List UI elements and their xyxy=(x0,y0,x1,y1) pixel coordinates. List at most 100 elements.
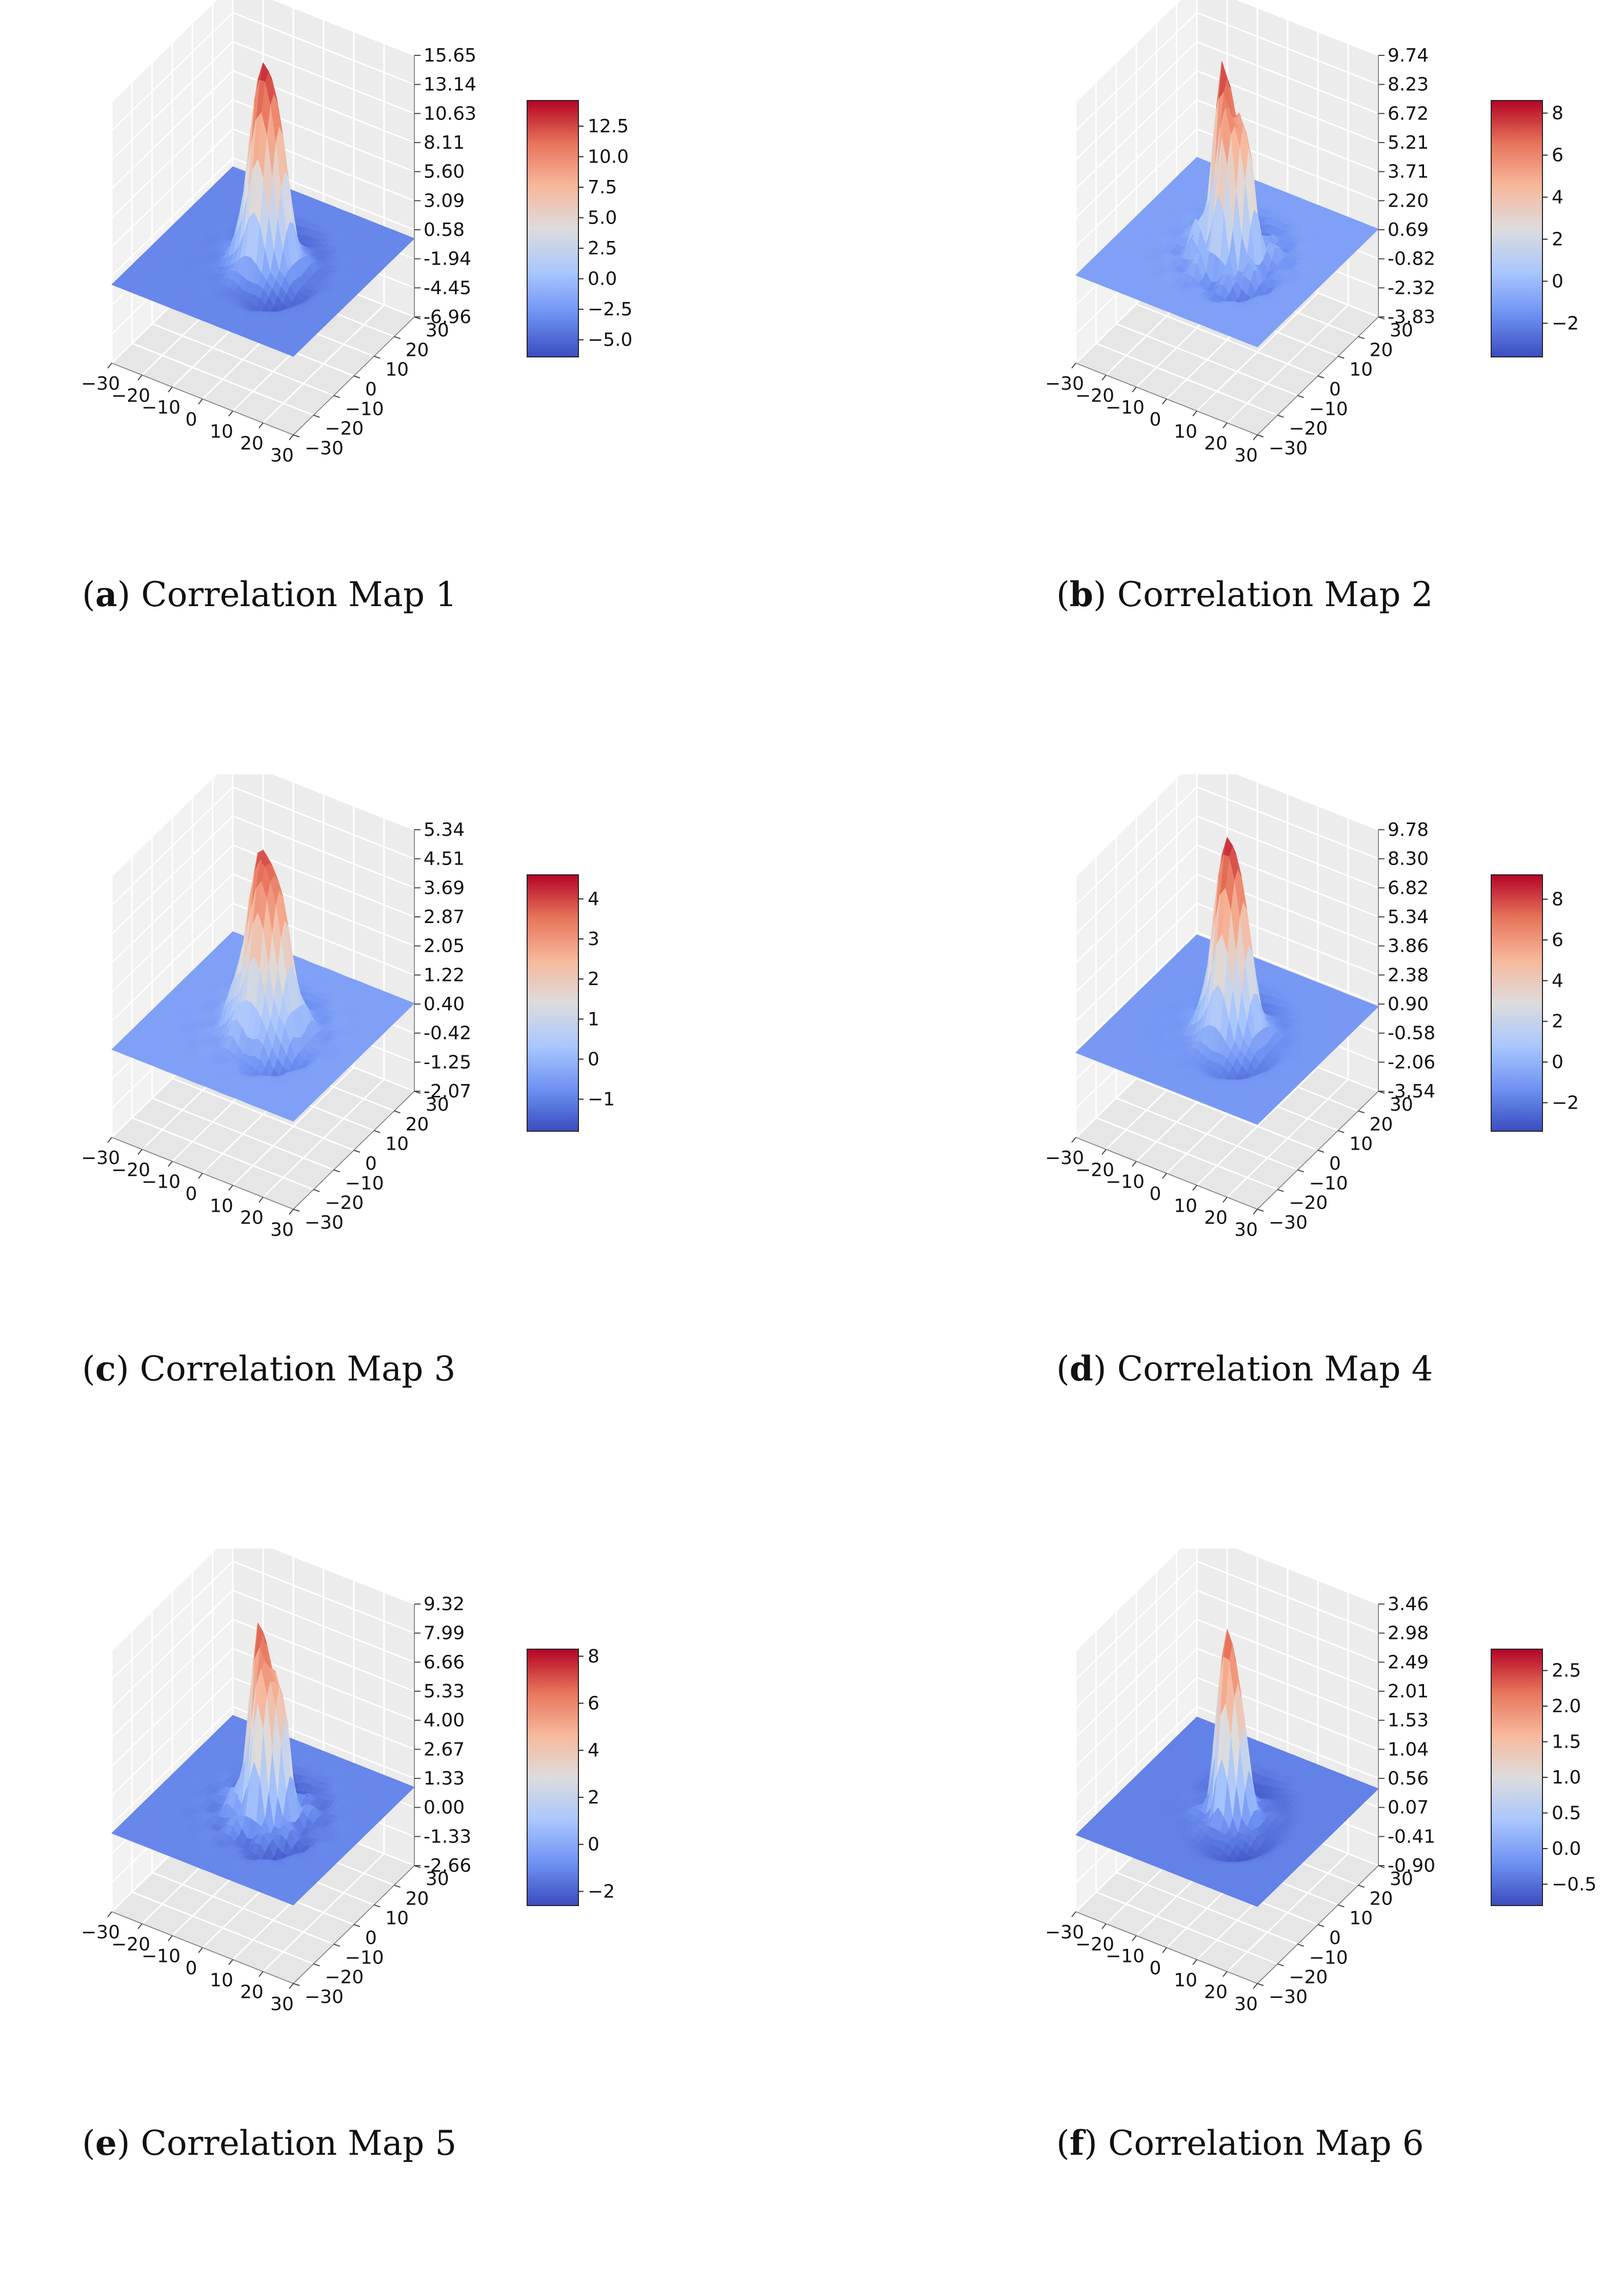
y-tick-mark xyxy=(354,1150,360,1152)
x-tick-mark xyxy=(138,375,142,380)
z-tick-label: 2.87 xyxy=(424,907,465,928)
z-tick-label: -0.82 xyxy=(1388,249,1435,270)
y-tick-label: 20 xyxy=(406,339,429,360)
x-tick-label: −10 xyxy=(142,1172,181,1193)
y-tick-label: −10 xyxy=(1309,398,1348,419)
axes-group: −30−20−100102030−30−20−1001020305.344.51… xyxy=(81,774,471,1240)
x-tick-mark xyxy=(1253,435,1257,440)
y-tick-label: −30 xyxy=(1269,438,1308,459)
y-tick-mark xyxy=(293,1209,299,1211)
z-tick-label: 3.69 xyxy=(424,877,465,898)
x-tick-mark xyxy=(289,435,293,440)
z-tick-label: -2.32 xyxy=(1388,277,1435,298)
y-tick-label: −20 xyxy=(1289,418,1328,439)
z-tick-label: 8.11 xyxy=(424,132,465,153)
x-tick-mark xyxy=(1132,387,1136,392)
y-tick-label: −10 xyxy=(345,1173,384,1194)
x-tick-mark xyxy=(229,1185,233,1190)
y-tick-label: −30 xyxy=(305,1212,344,1233)
colorbar-tick-label: −2.5 xyxy=(588,299,632,320)
y-tick-mark xyxy=(313,415,319,417)
colorbar-tick-label: 2 xyxy=(1552,229,1563,250)
x-tick-mark xyxy=(1193,411,1197,416)
y-tick-mark xyxy=(394,1111,400,1113)
axes-group: −30−20−100102030−30−20−1001020309.788.30… xyxy=(1045,774,1435,1240)
colorbar xyxy=(527,875,578,1131)
x-tick-label: 10 xyxy=(210,1195,233,1216)
colorbar-tick-label: −2 xyxy=(1552,313,1579,334)
y-tick-mark xyxy=(1358,336,1365,338)
x-tick-label: 20 xyxy=(1204,433,1228,454)
z-tick-label: 8.23 xyxy=(1388,74,1429,95)
y-tick-mark xyxy=(313,1190,319,1192)
colorbar-tick-label: 2 xyxy=(588,969,599,990)
y-tick-mark xyxy=(394,336,400,338)
colorbar-tick-label: 5.0 xyxy=(588,208,617,229)
z-tick-label: 2.20 xyxy=(1388,190,1429,211)
surface-plot-c: −30−20−100102030−30−20−1001020305.344.51… xyxy=(0,774,812,1338)
colorbar-tick-label: 10.0 xyxy=(588,147,629,168)
z-tick-label: 3.71 xyxy=(1388,162,1429,183)
z-tick-label: 10.63 xyxy=(424,103,476,124)
colorbar-tick-label: 8 xyxy=(1552,103,1563,124)
z-tick-label: 0.69 xyxy=(1388,219,1429,241)
x-tick-label: 10 xyxy=(1174,421,1197,442)
colorbar-tick-label: 4 xyxy=(1552,187,1563,208)
y-tick-mark xyxy=(293,435,299,437)
colorbar-tick-label: 0.0 xyxy=(588,269,617,290)
colorbar-tick-label: 12.5 xyxy=(588,116,629,137)
x-tick-label: 0 xyxy=(1150,409,1161,430)
z-tick-label: 0.40 xyxy=(424,994,465,1015)
z-tick-label: -2.07 xyxy=(424,1081,471,1102)
colorbar-tick-label: 2.5 xyxy=(588,238,617,259)
x-tick-label: 30 xyxy=(270,1219,294,1240)
x-tick-label: 30 xyxy=(270,445,294,466)
x-tick-mark xyxy=(108,363,112,368)
surface-plot-d: −30−20−100102030−30−20−1001020309.788.30… xyxy=(964,774,1622,1338)
caption-c: (c) Correlation Map 3 xyxy=(82,1349,456,1389)
x-tick-mark xyxy=(289,1209,293,1214)
y-tick-mark xyxy=(374,356,380,358)
z-tick-label: -6.96 xyxy=(424,307,471,328)
z-tick-label: -1.94 xyxy=(424,249,471,270)
colorbar-tick-label: 1 xyxy=(588,1009,599,1030)
z-tick-label: 1.22 xyxy=(424,965,465,986)
colorbar xyxy=(527,101,578,357)
colorbar-tick-label: 6 xyxy=(1552,145,1563,166)
z-tick-label: 5.60 xyxy=(424,162,465,183)
x-tick-label: 10 xyxy=(210,421,233,442)
y-tick-label: −30 xyxy=(305,438,344,459)
y-tick-label: 0 xyxy=(1329,379,1341,400)
y-tick-label: −20 xyxy=(325,1193,364,1214)
z-tick-label: -3.83 xyxy=(1388,307,1435,328)
x-tick-label: −10 xyxy=(142,397,181,418)
y-tick-mark xyxy=(1318,376,1324,378)
colorbar xyxy=(1491,101,1542,357)
x-tick-mark xyxy=(259,423,263,428)
x-tick-mark xyxy=(229,411,233,416)
z-tick-label: 9.74 xyxy=(1388,45,1429,66)
caption-b: (b) Correlation Map 2 xyxy=(1056,574,1433,614)
z-tick-label: 5.21 xyxy=(1388,132,1429,153)
colorbar-tick-label: 3 xyxy=(588,929,599,950)
y-tick-label: 10 xyxy=(385,1134,409,1155)
x-tick-label: 0 xyxy=(186,1184,197,1205)
z-tick-label: 13.14 xyxy=(424,74,476,95)
x-tick-label: 0 xyxy=(186,409,197,430)
y-tick-label: 0 xyxy=(365,1153,377,1174)
y-tick-mark xyxy=(1338,356,1344,358)
x-tick-mark xyxy=(138,1149,142,1154)
y-tick-mark xyxy=(1257,435,1264,437)
y-tick-label: 10 xyxy=(1349,359,1373,380)
z-tick-label: 0.58 xyxy=(424,219,465,241)
x-tick-mark xyxy=(168,1161,172,1167)
y-tick-mark xyxy=(1277,415,1284,417)
axes-group: −30−20−100102030−30−20−1001020309.748.23… xyxy=(1045,0,1435,466)
y-tick-mark xyxy=(374,1131,380,1133)
z-tick-label: 5.34 xyxy=(424,819,465,840)
y-tick-label: 20 xyxy=(1370,339,1393,360)
